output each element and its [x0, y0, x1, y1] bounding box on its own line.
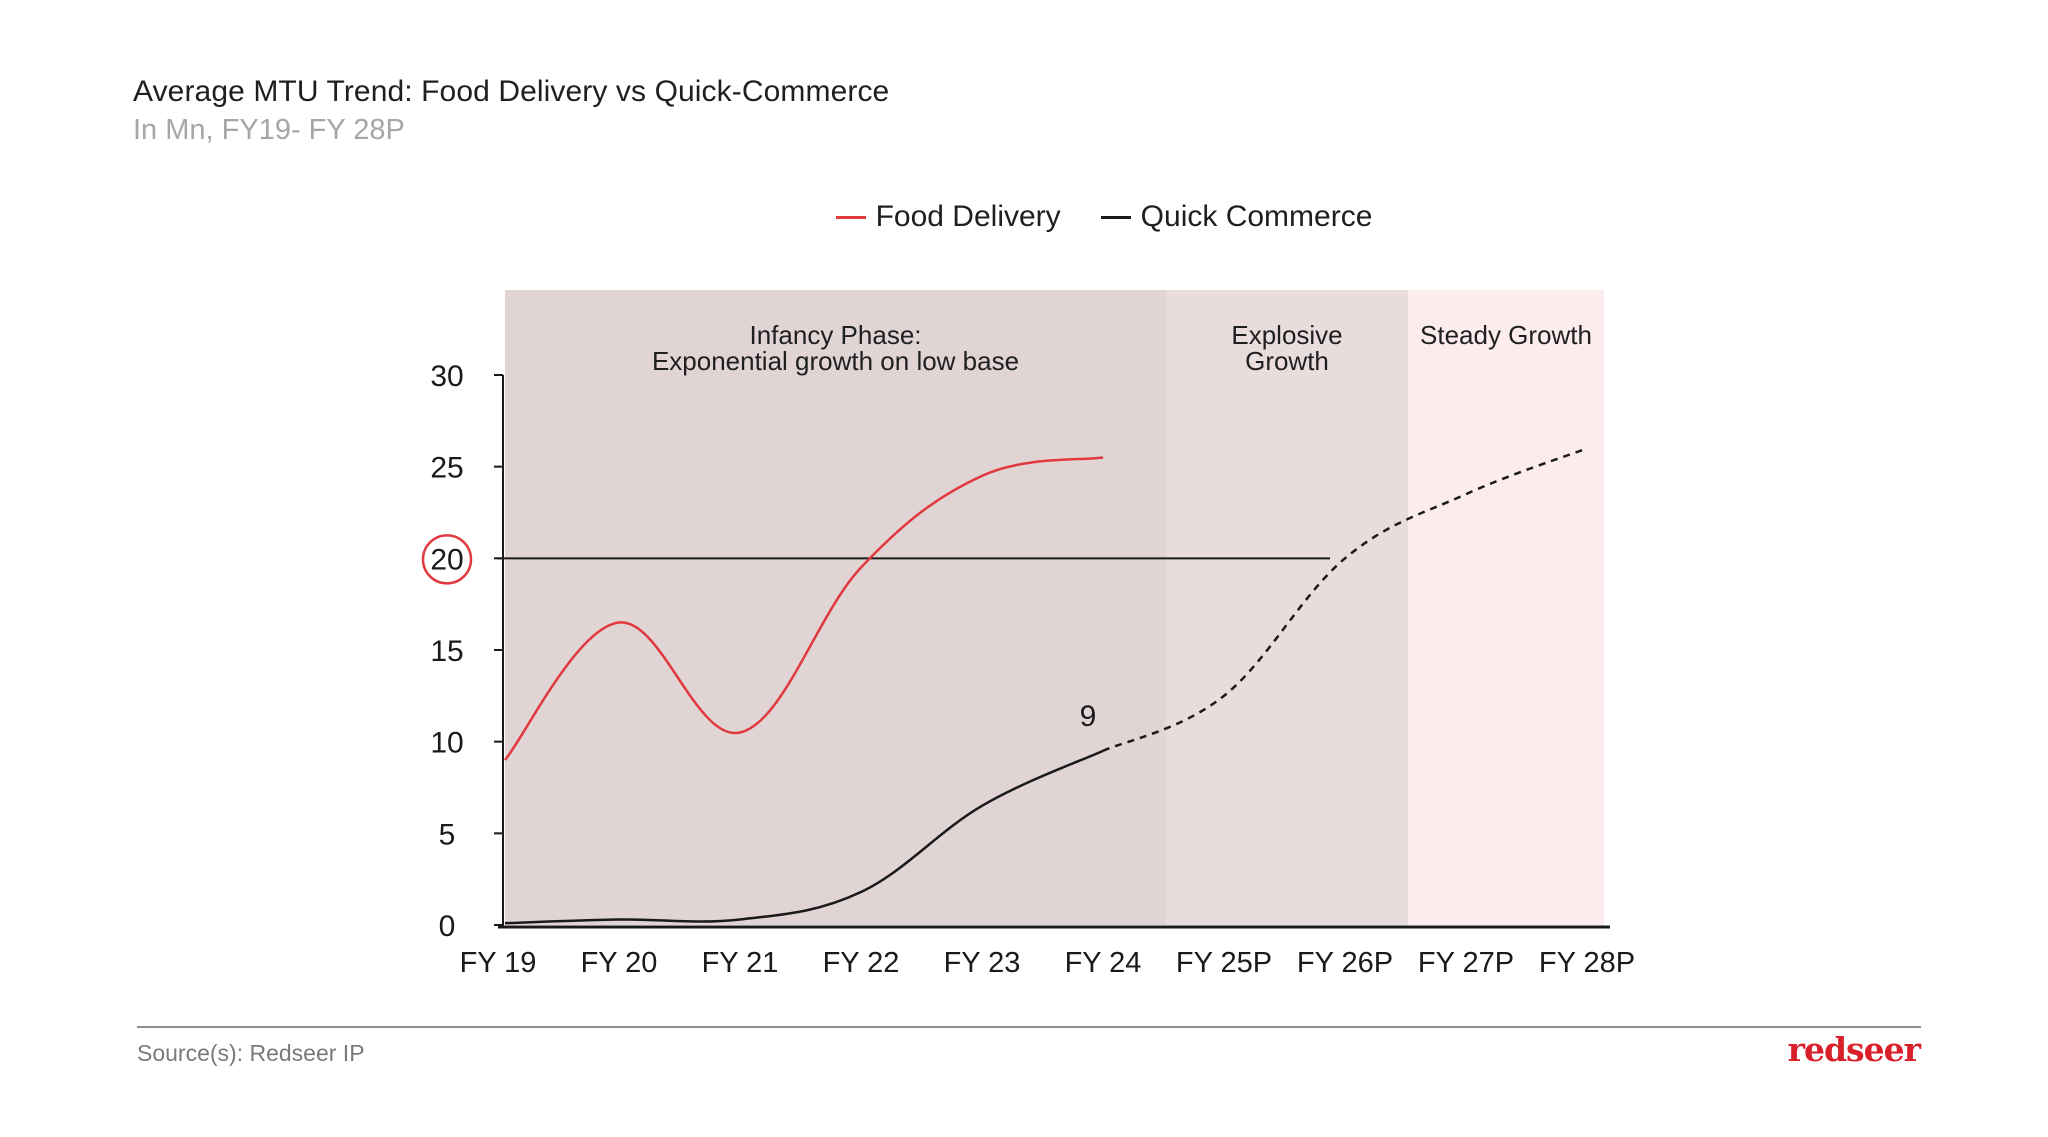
- redseer-logo: redseer: [1787, 1030, 1921, 1069]
- series-line-food-delivery: [504, 456, 1104, 761]
- phase-band-2: [1408, 290, 1604, 925]
- phase-label-1-1: Growth: [1245, 346, 1329, 376]
- phase-bands: [505, 290, 1604, 925]
- axes: 0 5 10 15 20 25 30 FY 19 FY 20 FY 21 FY 22 FY 23 FY …: [421, 360, 1635, 979]
- chart-title: Average MTU Trend: Food Delivery vs Quic…: [133, 75, 890, 108]
- legend-item-quick-commerce: Quick Commerce: [1100, 200, 1373, 234]
- x-tick-label-6: FY 25P: [1176, 947, 1272, 979]
- phase-label-0-1: Exponential growth on low base: [652, 346, 1019, 376]
- chart-subtitle: In Mn, FY19- FY 28P: [133, 114, 405, 146]
- x-tick-label-1: FY 20: [581, 947, 658, 979]
- annotations: 9: [1080, 700, 1097, 733]
- footer-divider: [137, 1026, 1921, 1028]
- phase-label-1-0: Explosive: [1231, 320, 1342, 350]
- phase-labels: Infancy Phase:Exponential growth on low …: [652, 320, 1592, 376]
- y-tick-label-20: 20: [430, 543, 463, 576]
- chart-legend: Food Delivery Quick Commerce: [0, 200, 2048, 234]
- y-tick-label-5: 5: [439, 818, 456, 851]
- phase-label-2-0: Steady Growth: [1420, 320, 1592, 350]
- x-tick-label-7: FY 26P: [1297, 947, 1393, 979]
- phase-band-0: [505, 290, 1166, 925]
- legend-label-quick-commerce: Quick Commerce: [1140, 200, 1373, 233]
- y-tick-label-25: 25: [430, 452, 463, 485]
- source-note: Source(s): Redseer IP: [137, 1040, 365, 1066]
- y-tick-label-15: 15: [430, 635, 463, 668]
- series-line-quick-commerce-actual: [504, 749, 1104, 925]
- x-tick-label-3: FY 22: [823, 947, 900, 979]
- series-lines: [504, 447, 1588, 925]
- phase-label-0-0: Infancy Phase:: [750, 320, 922, 350]
- x-tick-label-9: FY 28P: [1539, 947, 1635, 979]
- x-tick-label-0: FY 19: [460, 947, 537, 979]
- x-tick-label-2: FY 21: [702, 947, 779, 979]
- legend-item-food-delivery: Food Delivery: [835, 200, 1061, 234]
- x-tick-label-8: FY 27P: [1418, 947, 1514, 979]
- x-tick-label-4: FY 23: [944, 947, 1021, 979]
- y-tick-label-0: 0: [439, 910, 456, 943]
- highlight-circle-20: [421, 534, 473, 585]
- y-tick-label-30: 30: [430, 360, 463, 393]
- legend-swatch-quick-commerce: [1100, 215, 1131, 219]
- legend-swatch-food-delivery: [835, 215, 866, 219]
- legend-label-food-delivery: Food Delivery: [875, 200, 1061, 233]
- series-line-quick-commerce-projected: [1102, 447, 1588, 752]
- data-label-0: 9: [1080, 700, 1097, 733]
- y-tick-label-10: 10: [430, 727, 463, 760]
- x-tick-label-5: FY 24: [1065, 947, 1142, 979]
- phase-band-1: [1166, 290, 1408, 925]
